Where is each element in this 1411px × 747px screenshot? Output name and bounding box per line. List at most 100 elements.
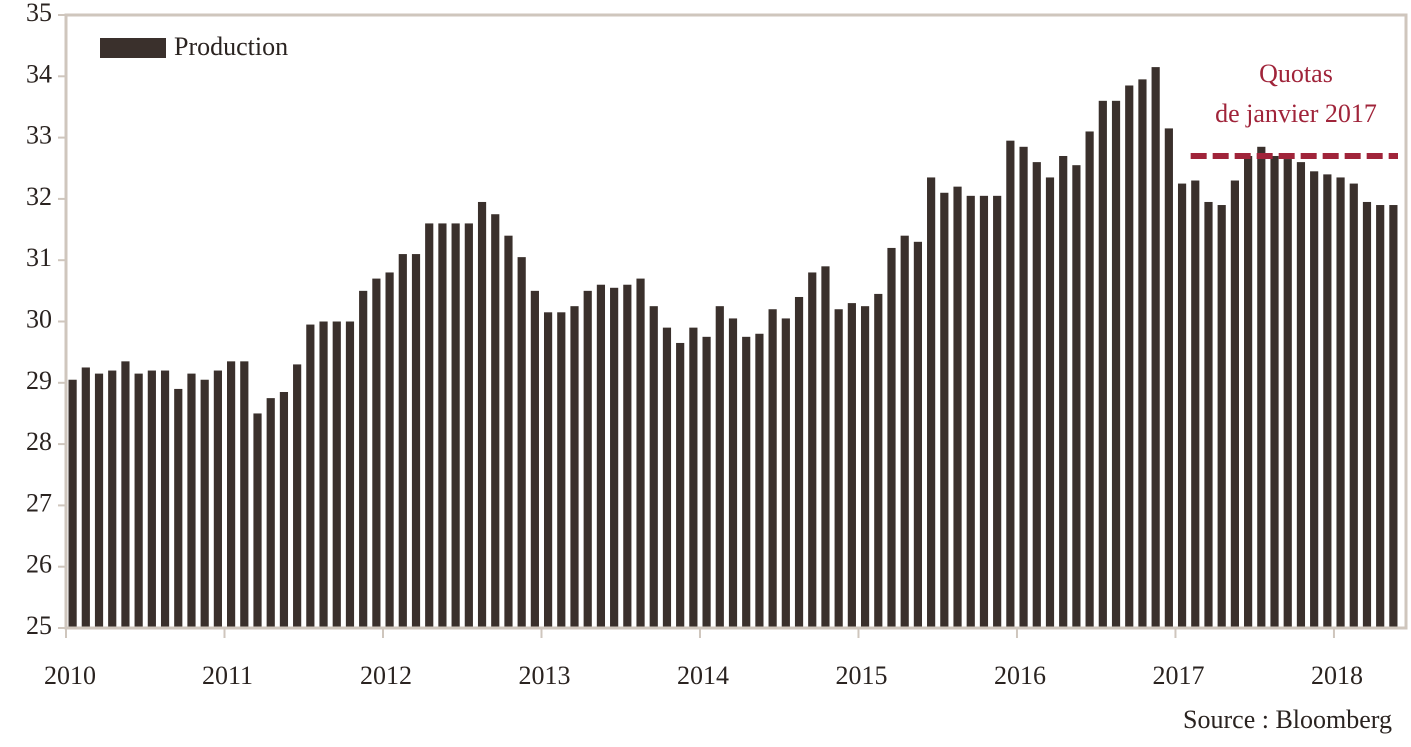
reference-label: Quotas bbox=[1259, 59, 1333, 88]
y-tick-label: 31 bbox=[26, 243, 52, 272]
x-tick-label: 2018 bbox=[1311, 661, 1363, 690]
bar bbox=[636, 278, 645, 628]
bar bbox=[425, 223, 434, 629]
y-tick-label: 32 bbox=[26, 182, 52, 211]
bar bbox=[266, 398, 275, 628]
bar bbox=[623, 284, 632, 628]
bar bbox=[227, 361, 236, 628]
y-tick-label: 26 bbox=[26, 550, 52, 579]
bar bbox=[1230, 180, 1239, 628]
bar bbox=[1204, 201, 1213, 628]
bar bbox=[213, 370, 222, 628]
bar bbox=[1098, 100, 1107, 628]
bar bbox=[1059, 155, 1068, 629]
bar bbox=[1085, 131, 1094, 628]
bar bbox=[398, 254, 407, 628]
bar bbox=[253, 413, 262, 628]
bar bbox=[160, 370, 170, 628]
bar bbox=[464, 223, 473, 629]
x-tick-label: 2010 bbox=[44, 661, 96, 690]
bar bbox=[1257, 146, 1266, 629]
bar bbox=[81, 367, 90, 628]
y-tick-label: 27 bbox=[26, 488, 52, 517]
bar bbox=[1389, 205, 1398, 628]
bar bbox=[438, 223, 447, 629]
bar bbox=[1310, 171, 1319, 628]
y-tick-label: 25 bbox=[26, 611, 52, 640]
bar bbox=[411, 254, 421, 628]
bar bbox=[913, 241, 923, 628]
bar bbox=[1164, 128, 1173, 628]
bar bbox=[1349, 183, 1358, 628]
bar bbox=[781, 318, 790, 628]
y-tick-label: 29 bbox=[26, 366, 52, 395]
x-tick-label: 2015 bbox=[835, 661, 887, 690]
bar bbox=[1376, 205, 1385, 628]
bar bbox=[1244, 155, 1253, 629]
legend-swatch bbox=[100, 38, 166, 58]
bar bbox=[1045, 177, 1055, 628]
bar bbox=[1032, 162, 1041, 628]
bar bbox=[279, 391, 289, 628]
bar bbox=[728, 318, 738, 628]
bar bbox=[1270, 155, 1279, 629]
bar bbox=[860, 306, 870, 628]
bar bbox=[1006, 140, 1015, 629]
bar bbox=[530, 290, 539, 628]
bar bbox=[742, 336, 751, 628]
bar bbox=[715, 306, 724, 628]
y-tick-label: 34 bbox=[26, 59, 52, 88]
reference-label: de janvier 2017 bbox=[1215, 99, 1377, 128]
bar bbox=[610, 287, 619, 628]
bar bbox=[794, 296, 804, 628]
x-tick-label: 2016 bbox=[994, 661, 1046, 690]
bar bbox=[570, 306, 579, 628]
bar bbox=[1151, 67, 1160, 629]
bar bbox=[477, 201, 487, 628]
x-tick-label: 2013 bbox=[518, 661, 570, 690]
bar bbox=[68, 379, 77, 628]
bar bbox=[94, 373, 104, 628]
bar bbox=[1283, 159, 1292, 628]
bar bbox=[345, 321, 355, 628]
bar bbox=[121, 361, 130, 628]
bar bbox=[993, 195, 1002, 628]
bar bbox=[491, 214, 500, 628]
bar bbox=[1336, 177, 1345, 628]
bar bbox=[1296, 162, 1306, 628]
x-tick-label: 2014 bbox=[677, 661, 729, 690]
y-tick-label: 28 bbox=[26, 427, 52, 456]
bar bbox=[543, 312, 553, 628]
bar bbox=[821, 266, 830, 628]
x-tick-label: 2012 bbox=[360, 661, 412, 690]
x-tick-label: 2011 bbox=[202, 661, 253, 690]
y-tick-label: 30 bbox=[26, 304, 52, 333]
bar bbox=[293, 364, 302, 628]
bar bbox=[662, 327, 672, 628]
bar bbox=[583, 290, 592, 628]
bar bbox=[874, 293, 883, 628]
bar bbox=[504, 235, 513, 628]
bar bbox=[359, 290, 368, 628]
bar bbox=[834, 309, 843, 628]
bar bbox=[927, 177, 936, 628]
bar bbox=[808, 272, 817, 628]
bar bbox=[887, 247, 896, 628]
bar bbox=[1019, 146, 1028, 629]
bar bbox=[1191, 180, 1200, 628]
bar bbox=[755, 333, 764, 628]
bar bbox=[147, 370, 156, 628]
bar bbox=[596, 284, 606, 628]
bar bbox=[768, 309, 777, 628]
bar bbox=[940, 192, 949, 628]
bar bbox=[676, 342, 685, 628]
bar bbox=[1217, 205, 1226, 628]
bar bbox=[240, 361, 249, 628]
bar bbox=[174, 388, 183, 628]
bar bbox=[847, 303, 856, 628]
bar bbox=[1125, 85, 1134, 629]
bar bbox=[108, 370, 117, 628]
y-tick-label: 33 bbox=[26, 121, 52, 150]
bar bbox=[187, 373, 196, 628]
